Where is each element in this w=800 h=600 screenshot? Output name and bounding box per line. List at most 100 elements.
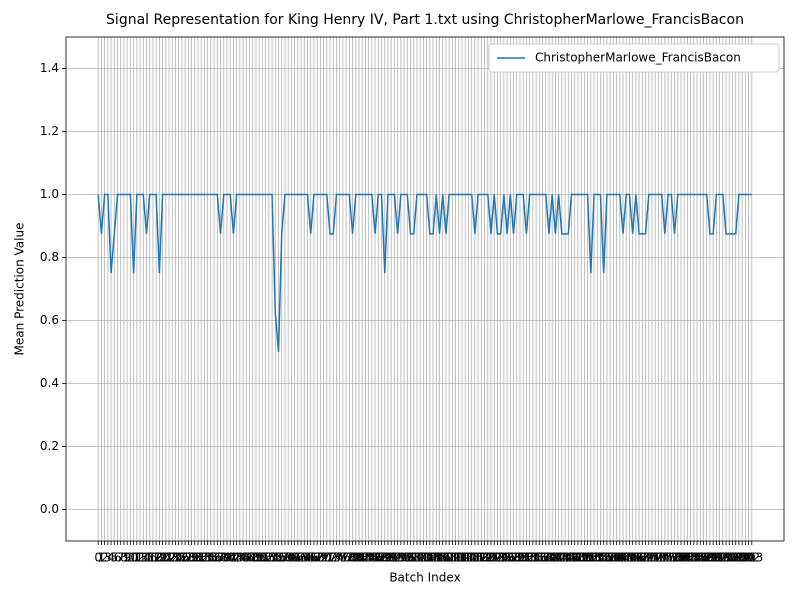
- x-tick-label: 40: [219, 551, 234, 565]
- x-tick-label: 81: [351, 551, 366, 565]
- x-tick-label: 139: [534, 551, 557, 565]
- x-tick-label: 103: [418, 551, 441, 565]
- x-tick-label: 27: [177, 551, 192, 565]
- x-tick-label: 133: [515, 551, 538, 565]
- x-tick-label: 110: [441, 551, 464, 565]
- x-tick-label: 144: [550, 551, 573, 565]
- x-tick-label: 112: [447, 551, 470, 565]
- x-tick-label: 104: [422, 551, 445, 565]
- x-tick-label: 10: [123, 551, 138, 565]
- plot-frame: [65, 36, 785, 542]
- x-tick-label: 106: [428, 551, 451, 565]
- legend: ChristopherMarlowe_FrancisBacon: [488, 43, 780, 73]
- x-tick-label: 2: [101, 551, 109, 565]
- x-tick-label: 179: [663, 551, 686, 565]
- x-tick-label: 33: [197, 551, 212, 565]
- x-tick-label: 9: [123, 551, 131, 565]
- x-tick-label: 145: [554, 551, 577, 565]
- x-tick-label: 45: [235, 551, 250, 565]
- x-tick-label: 0: [94, 551, 102, 565]
- x-tick-label: 159: [599, 551, 622, 565]
- x-tick-label: 90: [380, 551, 395, 565]
- x-tick-label: 154: [583, 551, 606, 565]
- x-tick-label: 173: [644, 551, 667, 565]
- x-tick-label: 39: [216, 551, 231, 565]
- x-tick-label: 129: [502, 551, 525, 565]
- x-tick-label: 87: [371, 551, 386, 565]
- x-tick-label: 108: [434, 551, 457, 565]
- x-tick-label: 53: [261, 551, 276, 565]
- x-tick-label: 18: [149, 551, 164, 565]
- x-tick-label: 156: [589, 551, 612, 565]
- x-tick-label: 171: [637, 551, 660, 565]
- x-tick-label: 153: [579, 551, 602, 565]
- x-tick-label: 91: [384, 551, 399, 565]
- y-tick-label: 1.2: [40, 124, 59, 138]
- y-tick-label: 1.0: [40, 187, 59, 201]
- x-tick-label: 146: [557, 551, 580, 565]
- x-tick-label: 66: [303, 551, 318, 565]
- x-tick-label: 56: [271, 551, 286, 565]
- x-tick-label: 122: [480, 551, 503, 565]
- x-tick-label: 180: [666, 551, 689, 565]
- x-tick-label: 65: [300, 551, 315, 565]
- x-tick-label: 16: [142, 551, 157, 565]
- x-tick-label: 63: [293, 551, 308, 565]
- x-tick-label: 29: [184, 551, 199, 565]
- x-tick-label: 58: [277, 551, 292, 565]
- x-tick-label: 96: [400, 551, 415, 565]
- x-tick-label: 170: [634, 551, 657, 565]
- legend-label: ChristopherMarlowe_FrancisBacon: [535, 51, 741, 65]
- x-tick-label: 57: [274, 551, 289, 565]
- x-tick-label: 50: [252, 551, 267, 565]
- x-tick-label: 24: [168, 551, 183, 565]
- x-tick-label: 119: [470, 551, 493, 565]
- x-tick-label: 51: [255, 551, 270, 565]
- x-tick-label: 190: [698, 551, 721, 565]
- x-tick-label: 19: [152, 551, 167, 565]
- x-tick-label: 201: [734, 551, 757, 565]
- x-tick-label: 88: [374, 551, 389, 565]
- x-tick-label: 72: [322, 551, 337, 565]
- x-tick-label: 32: [194, 551, 209, 565]
- x-tick-label: 83: [358, 551, 373, 565]
- x-tick-label: 161: [605, 551, 628, 565]
- x-tick-label: 115: [457, 551, 480, 565]
- x-tick-label: 49: [248, 551, 263, 565]
- x-tick-label: 52: [258, 551, 273, 565]
- x-tick-label: 100: [409, 551, 432, 565]
- x-tick-label: 76: [335, 551, 350, 565]
- y-tick-label: 0.4: [40, 376, 59, 390]
- x-tick-label: 191: [702, 551, 725, 565]
- x-tick-label: 12: [129, 551, 144, 565]
- legend-box: [488, 43, 780, 73]
- x-tick-label: 141: [541, 551, 564, 565]
- x-tick-label: 167: [624, 551, 647, 565]
- x-tick-label: 116: [460, 551, 483, 565]
- x-tick-label: 185: [682, 551, 705, 565]
- x-tick-label: 192: [705, 551, 728, 565]
- x-tick-label: 199: [727, 551, 750, 565]
- y-tick-label: 0.8: [40, 250, 59, 264]
- x-tick-label: 195: [715, 551, 738, 565]
- x-tick-label: 55: [268, 551, 283, 565]
- x-tick-label: 30: [187, 551, 202, 565]
- x-tick-label: 174: [647, 551, 670, 565]
- x-tick-label: 158: [595, 551, 618, 565]
- x-tick-label: 134: [518, 551, 541, 565]
- x-tick-label: 148: [563, 551, 586, 565]
- x-tick-label: 105: [425, 551, 448, 565]
- x-tick-label: 155: [586, 551, 609, 565]
- x-tick-label: 202: [737, 551, 760, 565]
- x-tick-label: 157: [592, 551, 615, 565]
- x-tick-label: 31: [190, 551, 205, 565]
- x-tick-label: 94: [393, 551, 408, 565]
- x-tick-label: 197: [721, 551, 744, 565]
- x-tick-label: 121: [476, 551, 499, 565]
- x-tick-label: 25: [171, 551, 186, 565]
- x-tick-label: 151: [573, 551, 596, 565]
- x-tick-label: 194: [711, 551, 734, 565]
- y-tick-label: 1.4: [40, 61, 59, 75]
